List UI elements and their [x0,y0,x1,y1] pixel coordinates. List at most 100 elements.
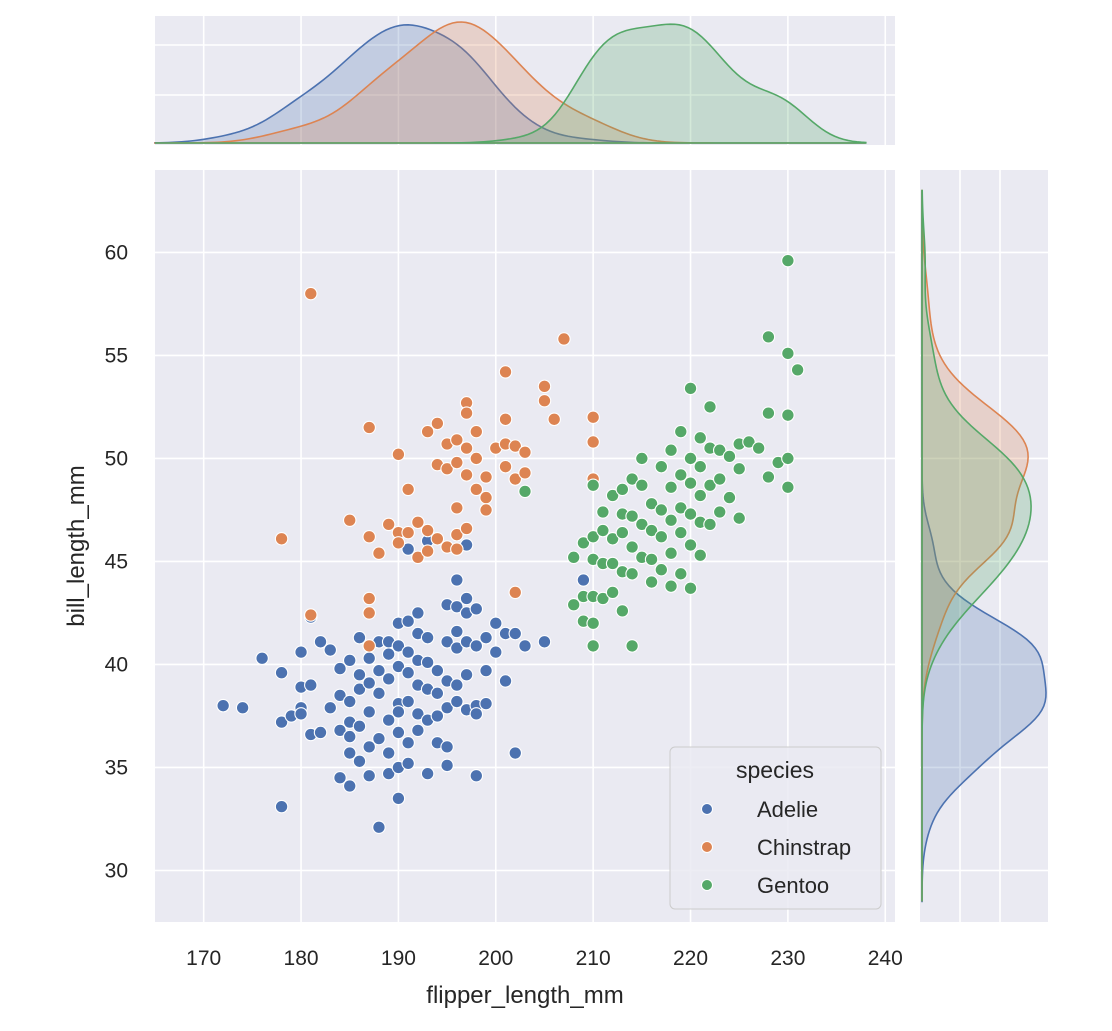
scatter-point [391,447,406,462]
scatter-point [761,406,776,420]
y-tick-label: 60 [105,241,128,264]
scatter-point [615,604,630,618]
marginal-x-kde-gentoo [155,23,867,144]
scatter-point [508,585,523,600]
scatter-point [352,754,367,769]
scatter-point [722,490,737,505]
scatter-series-chinstrap [274,286,600,653]
scatter-point [401,694,415,709]
scatter-point [693,488,708,503]
scatter-point [274,665,289,680]
scatter-point [333,723,347,738]
scatter-point [342,729,357,744]
scatter-point [430,663,445,678]
scatter-point [440,461,454,476]
scatter-point [498,365,513,379]
scatter-point [605,585,620,600]
scatter-point [469,639,484,653]
scatter-point [362,639,376,653]
scatter-point [605,556,620,571]
scatter-point [342,513,357,527]
scatter-point [586,639,600,653]
scatter-point [401,525,415,540]
scatter-point [352,630,367,645]
scatter-point [352,668,367,682]
x-tick-label: 220 [673,947,708,970]
scatter-point [693,459,708,474]
scatter-point [440,740,454,754]
scatter-point [411,606,425,620]
y-tick-label: 50 [105,447,128,470]
scatter-point [479,630,493,645]
x-axis-label: flipper_length_mm [426,982,623,1009]
scatter-point [459,468,474,482]
scatter-point [450,641,464,655]
scatter-point [362,705,376,719]
marginal-y-kde-gentoo [921,189,1032,902]
scatter-point [625,567,639,581]
scatter-point [605,532,620,546]
legend-title: species [736,757,814,783]
scatter-point [381,746,396,760]
scatter-point [644,575,659,589]
scatter-point [781,480,795,495]
scatter-point [664,546,678,560]
scatter-point [664,579,678,593]
scatter-point [362,740,376,754]
scatter-point [430,686,445,701]
scatter-point [274,715,289,729]
scatter-point [489,645,503,659]
scatter-point [420,424,435,439]
scatter-point [459,441,474,455]
scatter-point [381,766,396,781]
scatter-point [712,472,727,486]
scatter-point [664,480,678,495]
scatter-point [450,542,464,556]
scatter-point [411,707,425,721]
scatter-point [401,482,415,497]
scatter-point [381,647,396,661]
scatter-point [635,451,649,466]
scatter-point [635,517,649,532]
scatter-point [372,731,386,746]
scatter-point [761,330,776,344]
scatter-point [391,705,406,719]
scatter-point [683,581,698,595]
scatter-point [518,639,532,653]
scatter-point [781,408,795,422]
scatter-point [411,723,425,738]
scatter-point [274,799,289,814]
scatter-point [235,700,250,715]
scatter-point [391,536,406,550]
scatter-point [508,626,523,641]
scatter-point [479,663,493,678]
scatter-point [479,470,493,484]
legend-marker-chinstrap [701,841,713,853]
scatter-point [440,635,454,649]
scatter-point [674,468,688,482]
scatter-point [362,420,376,435]
scatter-point [342,694,357,709]
scatter-point [362,676,376,690]
scatter-point [557,332,571,346]
x-tick-label: 200 [478,947,513,970]
scatter-point [450,455,464,470]
scatter-point [459,406,474,420]
scatter-point [683,381,698,396]
scatter-point [304,608,318,622]
scatter-point [372,686,386,701]
scatter-point [586,529,600,544]
scatter-point [440,700,454,715]
x-tick-label: 190 [381,947,416,970]
scatter-point [586,616,600,631]
legend-label-adelie: Adelie [757,797,818,822]
scatter-point [401,614,415,628]
scatter-point [547,412,561,427]
scatter-point [664,513,678,527]
scatter-point [440,758,454,773]
scatter-point [781,253,795,268]
scatter-point [654,503,669,517]
scatter-point [498,674,513,688]
scatter-point [751,441,766,455]
